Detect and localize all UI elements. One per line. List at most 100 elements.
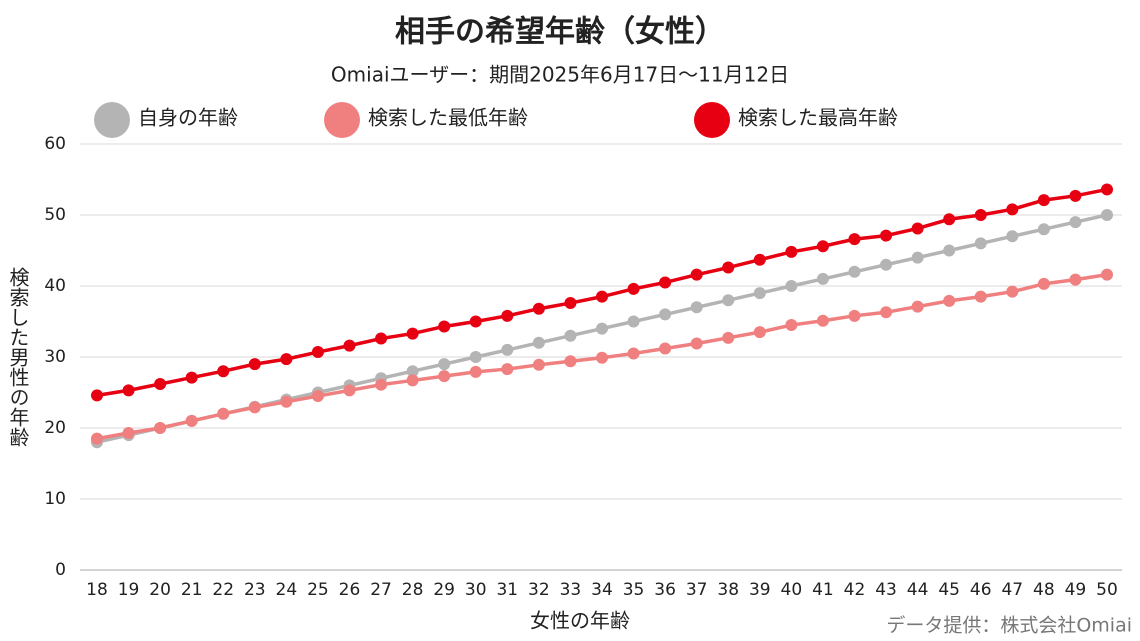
data-point bbox=[469, 315, 482, 328]
y-tick-label: 20 bbox=[44, 418, 66, 438]
data-point bbox=[943, 294, 956, 307]
data-point bbox=[722, 294, 735, 307]
x-tick-label: 23 bbox=[244, 580, 266, 600]
data-point bbox=[185, 371, 198, 384]
data-point bbox=[690, 268, 703, 281]
data-point bbox=[280, 395, 293, 408]
data-point bbox=[880, 306, 893, 319]
chart-title: 相手の希望年齢（女性） bbox=[395, 15, 725, 50]
x-tick-label: 49 bbox=[1065, 580, 1087, 600]
y-tick-label: 60 bbox=[44, 134, 66, 154]
legend-marker bbox=[694, 102, 730, 138]
data-point bbox=[596, 290, 608, 303]
data-point bbox=[1101, 268, 1113, 281]
data-point bbox=[375, 332, 388, 345]
data-point bbox=[880, 258, 893, 271]
x-tick-label: 19 bbox=[118, 580, 140, 600]
x-tick-label: 32 bbox=[528, 580, 550, 600]
data-point bbox=[1037, 223, 1050, 236]
data-point bbox=[722, 331, 735, 344]
data-point bbox=[1037, 194, 1050, 207]
legend-label: 自身の年齢 bbox=[138, 106, 238, 130]
y-tick-label: 40 bbox=[44, 276, 66, 296]
data-point bbox=[943, 213, 956, 226]
data-point bbox=[690, 301, 703, 314]
data-point bbox=[911, 300, 924, 313]
data-point bbox=[785, 319, 798, 332]
data-point bbox=[343, 384, 356, 397]
data-point bbox=[438, 370, 451, 383]
data-point bbox=[785, 280, 798, 292]
legend-marker bbox=[324, 102, 360, 138]
data-point bbox=[753, 287, 766, 300]
y-axis-label: 検索した男性の年齢 bbox=[6, 267, 30, 447]
x-tick-label: 27 bbox=[370, 580, 392, 600]
x-tick-label: 41 bbox=[812, 580, 834, 600]
y-tick-label: 0 bbox=[55, 560, 66, 580]
data-point bbox=[406, 365, 419, 378]
x-tick-label: 24 bbox=[276, 580, 298, 600]
data-point bbox=[311, 346, 324, 359]
data-point bbox=[438, 320, 451, 333]
data-point bbox=[596, 322, 608, 335]
y-tick-label: 10 bbox=[44, 489, 66, 509]
data-point bbox=[974, 209, 987, 221]
x-tick-label: 21 bbox=[181, 580, 203, 600]
data-point bbox=[501, 363, 514, 376]
data-point bbox=[627, 347, 640, 360]
data-point bbox=[122, 384, 135, 397]
data-point bbox=[911, 251, 924, 264]
data-point bbox=[469, 365, 482, 378]
data-point bbox=[564, 297, 577, 310]
x-tick-label: 37 bbox=[686, 580, 708, 600]
data-point bbox=[848, 233, 861, 246]
x-tick-label: 38 bbox=[717, 580, 739, 600]
x-tick-label: 36 bbox=[654, 580, 676, 600]
data-point bbox=[185, 414, 198, 427]
data-point bbox=[816, 240, 829, 253]
data-point bbox=[1006, 230, 1019, 243]
x-tick-label: 42 bbox=[844, 580, 866, 600]
x-tick-label: 33 bbox=[560, 580, 582, 600]
x-tick-label: 22 bbox=[212, 580, 234, 600]
data-point bbox=[785, 245, 798, 258]
data-point bbox=[659, 308, 672, 321]
data-point bbox=[974, 290, 987, 303]
data-point bbox=[564, 355, 577, 368]
x-tick-label: 39 bbox=[749, 580, 771, 600]
x-tick-label: 40 bbox=[781, 580, 803, 600]
x-tick-label: 45 bbox=[938, 580, 960, 600]
data-point bbox=[438, 358, 451, 371]
data-point bbox=[343, 339, 356, 352]
data-point bbox=[722, 261, 735, 274]
data-point bbox=[532, 336, 545, 349]
x-tick-label: 29 bbox=[433, 580, 455, 600]
x-tick-label: 35 bbox=[623, 580, 645, 600]
x-tick-label: 25 bbox=[307, 580, 329, 600]
x-tick-label: 46 bbox=[970, 580, 992, 600]
data-point bbox=[248, 358, 261, 371]
x-tick-label: 18 bbox=[86, 580, 108, 600]
y-tick-label: 50 bbox=[44, 205, 66, 225]
data-point bbox=[469, 351, 482, 363]
data-point bbox=[501, 309, 514, 322]
legend-label: 検索した最低年齢 bbox=[368, 106, 528, 130]
chart-subtitle: Omiaiユーザー：期間2025年6月17日～11月12日 bbox=[331, 63, 789, 87]
data-point bbox=[911, 222, 924, 235]
source-note: データ提供：株式会社Omiai bbox=[886, 615, 1132, 637]
data-point bbox=[154, 377, 167, 390]
data-point bbox=[848, 309, 861, 322]
x-tick-label: 30 bbox=[465, 580, 487, 600]
data-point bbox=[532, 358, 545, 371]
x-tick-label: 20 bbox=[149, 580, 171, 600]
data-point bbox=[1069, 216, 1082, 229]
data-point bbox=[280, 353, 293, 366]
data-point bbox=[753, 253, 766, 266]
data-point bbox=[880, 229, 893, 242]
data-point bbox=[1069, 189, 1082, 202]
data-point bbox=[154, 422, 167, 434]
x-tick-label: 44 bbox=[907, 580, 929, 600]
data-point bbox=[627, 315, 640, 328]
data-point bbox=[311, 390, 324, 403]
